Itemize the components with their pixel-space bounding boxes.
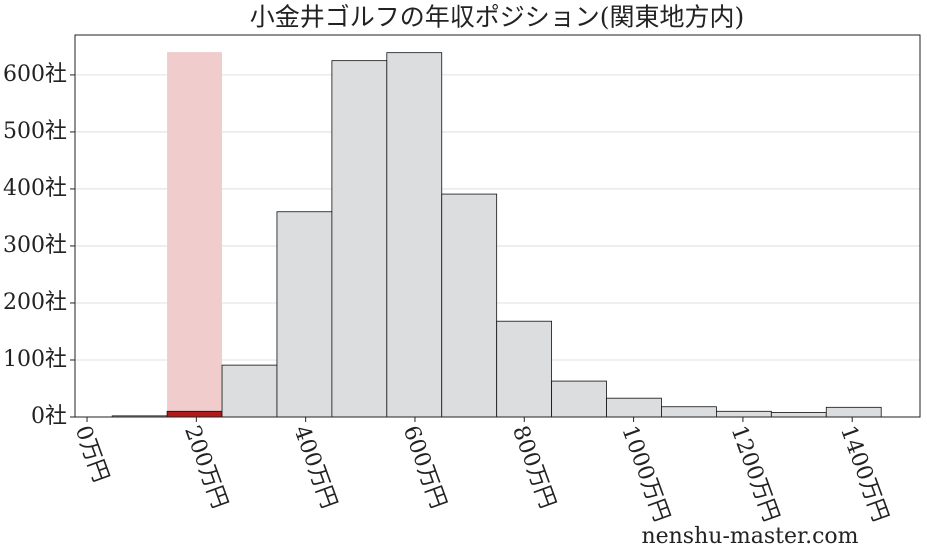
- bar: [716, 410, 772, 418]
- chart-title: 小金井ゴルフの年収ポジション(関東地方内): [250, 3, 745, 32]
- bar: [331, 60, 388, 418]
- x-tick-label: 600万円: [398, 423, 451, 512]
- y-tick-label: 100社: [3, 347, 67, 372]
- bar: [441, 193, 498, 418]
- x-tick-label: 800万円: [507, 423, 560, 512]
- bar: [551, 380, 607, 418]
- y-tick-label: 400社: [3, 176, 67, 201]
- plot-frame: [74, 34, 921, 418]
- x-tick-label: 200万円: [179, 423, 232, 512]
- watermark: nenshu-master.com: [641, 524, 858, 549]
- bar: [661, 406, 717, 418]
- x-tick-label: 1400万円: [835, 423, 893, 526]
- bar: [770, 412, 827, 418]
- y-tick-label: 500社: [3, 119, 67, 144]
- highlight-band: [167, 52, 223, 417]
- y-tick-label: 600社: [3, 62, 67, 87]
- x-tick-label: 1000万円: [616, 423, 674, 526]
- bar: [606, 397, 662, 418]
- x-tick-label: 0万円: [70, 423, 113, 486]
- x-tick-label: 400万円: [288, 423, 341, 512]
- bar: [166, 410, 223, 418]
- y-tick-label: 300社: [3, 233, 67, 258]
- y-tick-label: 0社: [31, 404, 67, 429]
- bar: [496, 320, 553, 418]
- y-tick-label: 200社: [3, 290, 67, 315]
- bar: [386, 52, 443, 418]
- bar: [825, 406, 882, 418]
- bar: [221, 364, 278, 418]
- x-tick-label: 1200万円: [726, 423, 784, 526]
- bar: [276, 211, 333, 418]
